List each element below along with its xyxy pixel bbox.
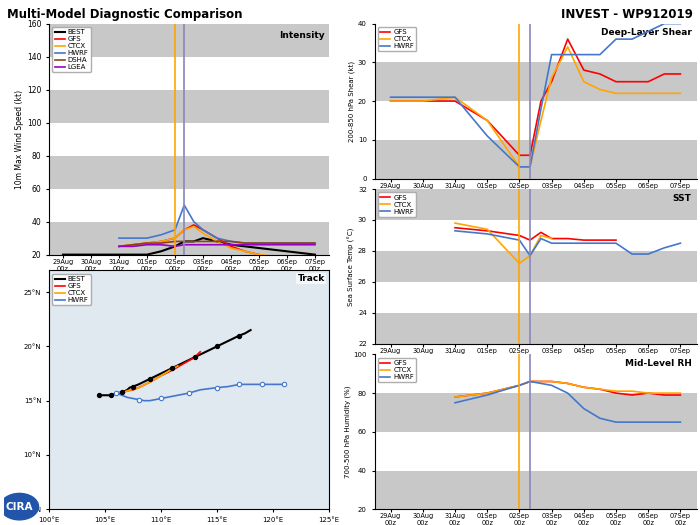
Y-axis label: 700-500 hPa Humidity (%): 700-500 hPa Humidity (%) [344, 385, 351, 478]
Text: SST: SST [673, 194, 692, 203]
Point [94, 391, 105, 400]
Bar [374, 470, 696, 509]
Point [279, 380, 290, 388]
Bar [374, 251, 696, 282]
Legend: GFS, CTCX, HWRF: GFS, CTCX, HWRF [378, 358, 416, 382]
Point [256, 380, 267, 388]
Legend: BEST, GFS, CTCX, HWRF, DSHA, LGEA: BEST, GFS, CTCX, HWRF, DSHA, LGEA [52, 27, 91, 72]
Point [133, 395, 144, 404]
Point [189, 353, 200, 361]
Point [234, 331, 245, 340]
Bar [374, 393, 696, 432]
Text: Mid-Level RH: Mid-Level RH [625, 359, 692, 368]
Legend: BEST, GFS, CTCX, HWRF: BEST, GFS, CTCX, HWRF [52, 274, 91, 305]
Text: Intensity: Intensity [279, 30, 325, 39]
Bar [49, 57, 329, 90]
Point [116, 388, 127, 396]
Text: CIRA: CIRA [6, 501, 33, 512]
Bar [374, 24, 696, 62]
Point [211, 383, 223, 392]
Bar [374, 189, 696, 220]
Bar [374, 354, 696, 393]
Legend: GFS, CTCX, HWRF: GFS, CTCX, HWRF [378, 193, 416, 217]
Point [111, 389, 122, 397]
Point [234, 380, 245, 388]
Bar [374, 282, 696, 313]
Point [167, 364, 178, 372]
Bar [49, 155, 329, 188]
Bar [374, 101, 696, 140]
Bar [374, 140, 696, 178]
Text: Deep-Layer Shear: Deep-Layer Shear [601, 28, 692, 37]
Circle shape [0, 494, 38, 520]
Text: Multi-Model Diagnostic Comparison: Multi-Model Diagnostic Comparison [7, 8, 242, 21]
Point [127, 382, 139, 391]
Bar [49, 90, 329, 123]
Bar [49, 123, 329, 155]
Bar [374, 432, 696, 470]
Y-axis label: 200-850 hPa Shear (kt): 200-850 hPa Shear (kt) [349, 60, 355, 142]
Bar [49, 222, 329, 255]
Point [144, 375, 155, 383]
Text: Track: Track [298, 274, 325, 283]
Bar [374, 220, 696, 251]
Point [105, 391, 116, 400]
Y-axis label: Sea Surface Temp (°C): Sea Surface Temp (°C) [348, 227, 355, 306]
Point [183, 389, 195, 397]
Bar [49, 24, 329, 57]
Bar [374, 62, 696, 101]
Bar [374, 313, 696, 344]
Bar [49, 188, 329, 222]
Point [155, 394, 167, 403]
Legend: GFS, CTCX, HWRF: GFS, CTCX, HWRF [378, 27, 416, 51]
Y-axis label: 10m Max Wind Speed (kt): 10m Max Wind Speed (kt) [15, 90, 24, 188]
Point [211, 342, 223, 351]
Text: INVEST - WP912019: INVEST - WP912019 [561, 8, 693, 21]
